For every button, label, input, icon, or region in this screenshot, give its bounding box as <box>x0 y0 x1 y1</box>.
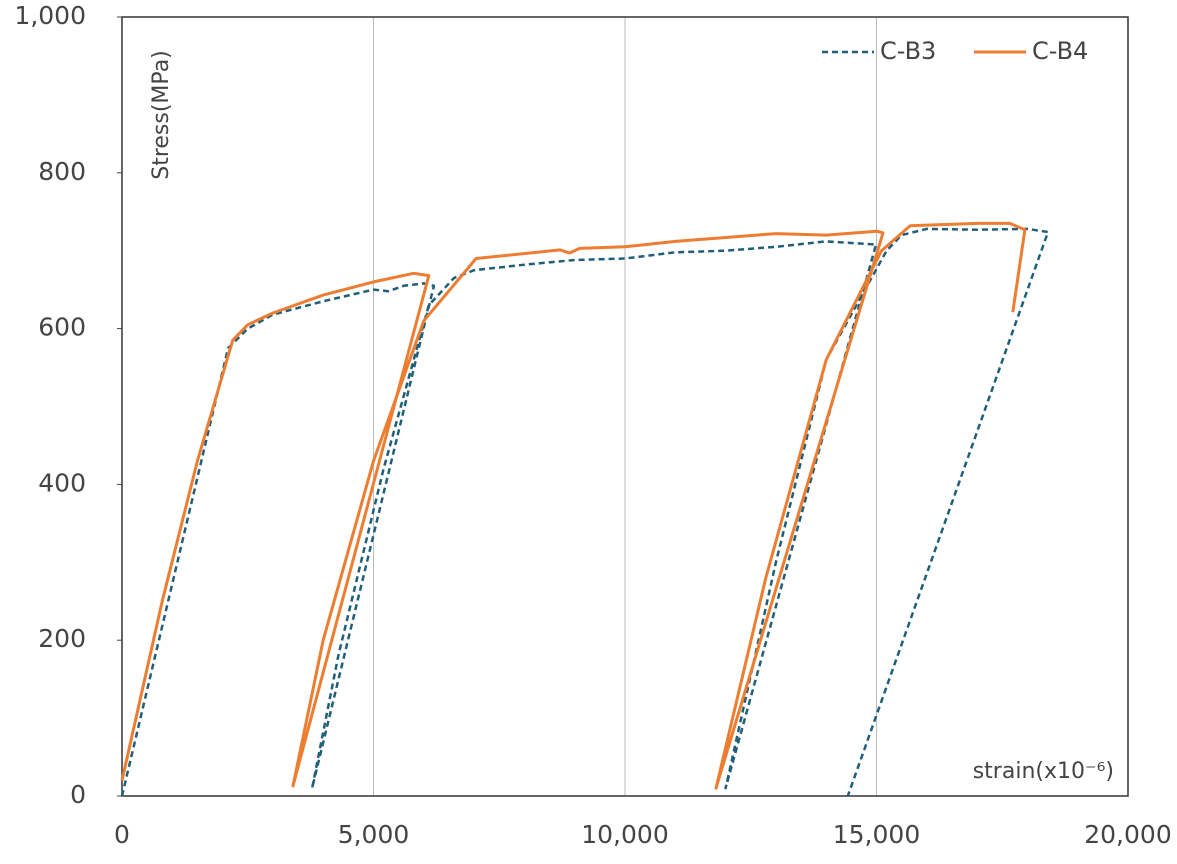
y-tick-label: 400 <box>38 468 86 497</box>
legend: C-B3 C-B4 <box>822 37 1088 65</box>
y-tick-label: 800 <box>38 157 86 186</box>
series-line <box>120 227 1050 797</box>
x-tick-label: 10,000 <box>581 820 668 849</box>
x-axis-title: strain(x10⁻⁶) <box>973 759 1114 784</box>
legend-label: C-B4 <box>1032 37 1088 65</box>
x-tick-label: 15,000 <box>833 820 920 849</box>
y-tick-label: 0 <box>70 780 86 809</box>
x-tick-label: 20,000 <box>1084 820 1171 849</box>
plot-frame <box>121 16 1129 797</box>
legend-label: C-B3 <box>880 37 936 65</box>
y-tick-label: 1,000 <box>14 1 86 30</box>
y-axis-title: Stress(MPa) <box>149 50 174 180</box>
y-tick-label: 600 <box>38 313 86 342</box>
x-tick-label: 5,000 <box>338 820 410 849</box>
x-tick-label: 0 <box>114 820 130 849</box>
y-tick-label: 200 <box>38 624 86 653</box>
series-line <box>120 221 1027 790</box>
